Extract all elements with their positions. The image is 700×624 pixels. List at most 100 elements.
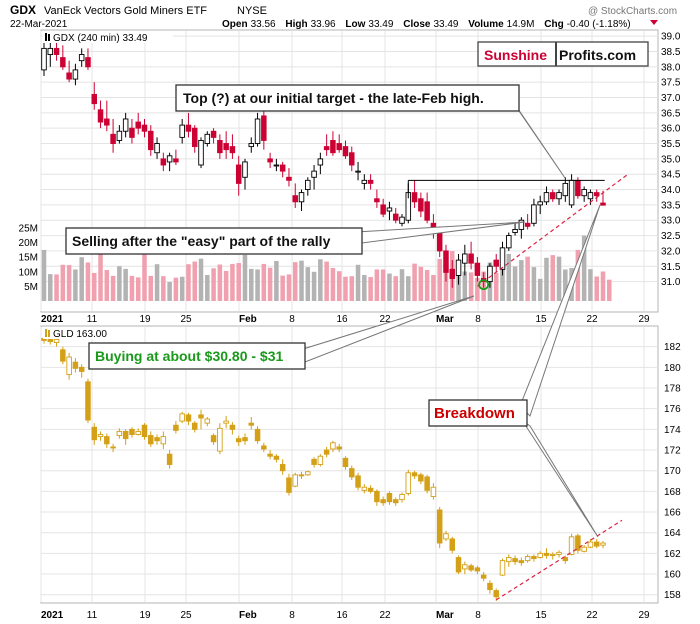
gld-candle-body (204, 418, 211, 424)
gdx-candle-body (279, 164, 286, 172)
gld-candle-body (66, 356, 72, 376)
gld-candle-body (148, 435, 154, 445)
gld-price-tick: 160 (664, 570, 681, 581)
volume-bar (556, 256, 562, 301)
buying-note-box (88, 342, 306, 370)
gdx-x-tick: 15 (535, 314, 547, 325)
gld-candle-body (424, 476, 430, 491)
gdx-candle-body (392, 213, 399, 221)
gld-price-tick: 172 (664, 446, 681, 457)
gld-candle-body (191, 422, 198, 430)
volume-value: 14.9M (507, 19, 535, 30)
gdx-candle-body (110, 133, 116, 144)
volume-bar (355, 264, 361, 301)
gdx-candle-body (166, 155, 173, 163)
gdx-x-tick: 16 (336, 314, 348, 325)
gdx-price-tick: 34.0 (661, 185, 681, 196)
gld-x-tick: 22 (586, 610, 598, 621)
top-note-box (175, 84, 520, 112)
gld-candle-body (217, 427, 223, 452)
volume-tick: 10M (19, 267, 38, 278)
gdx-candle-body (468, 253, 474, 264)
gld-x-tick: 25 (180, 610, 192, 621)
gdx-x-tick: 22 (586, 314, 598, 325)
selling-note-box (65, 227, 363, 255)
gld-price-tick: 158 (664, 590, 681, 601)
gld-x-tick: 29 (638, 610, 650, 621)
gld-price-tick: 168 (664, 487, 681, 498)
chg-label: Chg (544, 19, 563, 30)
gld-legend-bg (43, 327, 143, 339)
gdx-price-tick: 37.5 (661, 78, 681, 89)
gld-candle-body (160, 436, 167, 445)
chart-date: 22-Mar-2021 (10, 19, 68, 30)
gld-candle-body (154, 437, 160, 442)
gdx-candle-body (556, 192, 562, 200)
gld-candle-body (273, 455, 280, 460)
gdx-candle-body (506, 235, 512, 249)
volume-bar (205, 275, 210, 301)
volume-bar (123, 268, 128, 301)
gld-candle-body (474, 567, 481, 572)
gdx-candle-body (53, 47, 60, 55)
gdx-candle-body (512, 228, 518, 233)
logo-profits: Profits.com (559, 47, 636, 63)
gdx-price-tick: 31.5 (661, 262, 681, 273)
gdx-candle-body (455, 259, 462, 276)
gld-candle-body (279, 464, 286, 472)
volume-bar (336, 271, 342, 301)
volume-tick: 15M (19, 253, 38, 264)
volume-bar (581, 235, 587, 301)
volume-bar (161, 276, 166, 301)
gdx-candle-body (254, 118, 261, 144)
gld-candle-body (292, 474, 298, 487)
volume-bar (135, 277, 141, 301)
gdx-candle-body (380, 204, 386, 215)
volume-bar (506, 253, 512, 301)
gdx-price-tick: 34.5 (661, 170, 681, 181)
gdx-candle-body (330, 140, 336, 154)
gdx-candle-body (518, 219, 525, 230)
gdx-x-tick: 19 (139, 314, 151, 325)
volume-bar (211, 268, 216, 301)
volume-bar (563, 269, 568, 301)
volume-bar (362, 275, 367, 301)
volume-bar (167, 282, 172, 301)
volume-bar (192, 261, 198, 301)
volume-bar (154, 264, 160, 301)
gld-candle-body (462, 564, 468, 570)
volume-bar (519, 260, 524, 301)
gld-candle-body (380, 499, 386, 504)
gdx-candle-body (305, 179, 311, 190)
gld-candle-body (261, 445, 267, 450)
logo-box (477, 41, 649, 67)
gdx-candle-body (298, 192, 305, 203)
gdx-candle-body (85, 57, 91, 68)
gdx-candle-body (154, 143, 160, 154)
volume-bar (255, 269, 260, 301)
gdx-candle-body (349, 152, 355, 166)
gdx-candle-body (600, 202, 606, 206)
volume-bar (41, 249, 47, 301)
gld-x-tick: Mar (436, 610, 454, 621)
gld-price-tick: 164 (664, 528, 681, 539)
volume-bar (117, 266, 122, 301)
volume-bar (173, 277, 179, 301)
gld-candle-body (568, 536, 575, 555)
volume-bar (437, 258, 442, 301)
gld-candle-body (562, 557, 569, 562)
gdx-candle-body (462, 253, 468, 264)
gld-x-tick: 15 (535, 610, 547, 621)
gdx-candles (41, 39, 606, 288)
gdx-candle-body (292, 195, 298, 203)
gdx-price-tick: 38.5 (661, 47, 681, 58)
volume-bar (198, 258, 204, 301)
volume-bar (54, 274, 59, 301)
volume-bar (368, 277, 373, 301)
volume-bar (380, 269, 386, 301)
logo-divider (555, 42, 557, 66)
gdx-candle-body (418, 198, 424, 212)
gld-candle-body (311, 458, 317, 465)
gld-candle-body (210, 435, 217, 443)
